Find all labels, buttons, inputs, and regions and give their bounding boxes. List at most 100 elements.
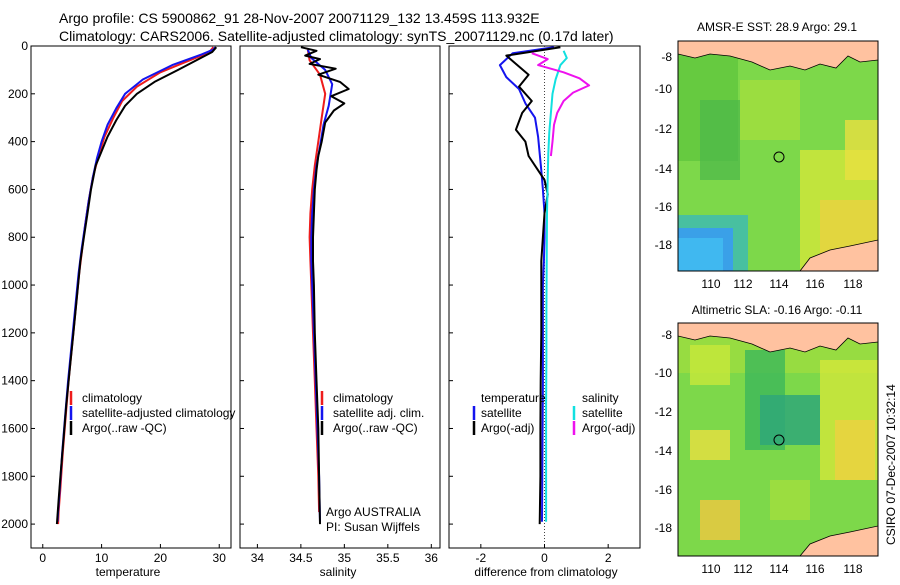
legend-label-salinity-satellite: satellite [582,406,623,420]
sla-map [678,323,878,556]
sst-map-frame [677,40,879,272]
coastline-land [678,323,878,353]
y-tick-label: 1000 [1,278,28,292]
y-tick-label: 2000 [1,517,28,531]
legend-label-satellite-adjusted: satellite-adjusted climatology [82,406,235,420]
legend-title-salinity: salinity [582,391,619,405]
legend-label-climatology: climatology [82,391,142,405]
y-tick-label: 600 [8,182,28,196]
x-tick-label: -2 [475,551,486,565]
x-tick-label: 0 [541,551,548,565]
map-tick-label: 116 [805,277,824,291]
map-tick-label: 114 [769,562,788,576]
x-tick-label: 34.5 [289,551,313,565]
pi-annotation: PI: Susan Wijffels [326,520,420,534]
y-tick-label: 400 [8,135,28,149]
sla-field-patch [690,430,730,460]
argo-position-marker [773,151,785,163]
csiro-credit: CSIRO 07-Dec-2007 10:32:14 [884,384,898,545]
map-tick-label: -8 [661,50,672,64]
map-tick-label: -10 [655,82,673,96]
series-line-argo-raw-qc- [300,46,350,525]
map-tick-label: -12 [655,122,673,136]
y-tick-label: 0 [21,39,28,53]
map-tick-label: 110 [701,277,720,291]
map-tick-label: 112 [733,562,752,576]
temperature-series-group [55,46,218,525]
sla-field-patch [700,500,740,540]
map-tick-label: -18 [655,521,673,535]
legend-label-salinity-argo-adj: Argo(-adj) [582,421,635,435]
map-tick-label: -14 [655,162,673,176]
sla-map-title: Altimetric SLA: -0.16 Argo: -0.11 [692,303,863,317]
sla-field-patch [690,345,730,385]
legend-label-satellite-adj: satellite adj. clim. [333,406,424,420]
coastline-land [799,525,878,556]
argo-australia-annotation: Argo AUSTRALIA [326,505,421,519]
map-tick-label: 112 [733,277,752,291]
x-tick-label: 2 [605,551,612,565]
axis-ticks-group: 0 10 20 30020040060080010001200140016001800… [1,39,612,565]
salinity-plot-frame [239,45,441,549]
x-tick-label: 30 [213,551,227,565]
sst-field-patch [740,80,800,140]
x-tick-label: 10 [95,551,109,565]
series-line-salinity-argo-adj- [531,52,591,157]
map-tick-label: -14 [655,444,673,458]
map-tick-label: -12 [655,405,673,419]
sla-map-yticks: -8 -10 -12 -14 -16 -18 [655,328,673,535]
sla-field-patch [835,420,875,480]
difference-plot-frame [448,45,641,549]
sla-field-patch [760,395,820,445]
sst-map-xticks: 110 112 114 116 118 [701,277,862,291]
sla-field-patch [770,480,810,520]
sst-map-yticks: -8 -10 -12 -14 -16 -18 [655,50,673,252]
series-line-argo-raw-qc- [55,46,218,525]
series-line-temperature-satellite [498,46,555,522]
difference-series-group [498,46,591,525]
difference-legend: temperature satellite Argo(-adj) salinit… [472,391,635,435]
series-line-temperature-argo-adj- [505,46,561,525]
map-tick-label: -16 [655,483,673,497]
temperature-legend: climatology satellite-adjusted climatolo… [69,391,235,435]
y-tick-label: 200 [8,87,28,101]
y-tick-label: 1200 [1,326,28,340]
argo-position-marker [773,434,785,446]
salinity-series-group [300,46,350,525]
map-tick-label: 118 [843,277,862,291]
sst-field-patch [700,100,740,180]
series-line-salinity-satellite [545,50,568,522]
y-tick-label: 1400 [1,374,28,388]
y-tick-label: 800 [8,230,28,244]
legend-label-argo-adj: Argo(-adj) [481,421,534,435]
temperature-axis-label: temperature [96,565,161,579]
legend-label-satellite: satellite [481,406,522,420]
x-tick-label: 35 [338,551,352,565]
map-tick-label: 110 [701,562,720,576]
sst-field-patch [845,120,878,180]
map-tick-label: -8 [661,328,672,342]
map-tick-label: 118 [843,562,862,576]
x-tick-label: 34 [251,551,265,565]
temperature-plot-frame [30,45,232,549]
coastline-land [799,239,878,271]
y-tick-label: 1800 [1,469,28,483]
legend-label-climatology: climatology [333,391,393,405]
x-tick-label: 20 [154,551,168,565]
x-tick-label: 36 [425,551,439,565]
sst-map-title: AMSR-E SST: 28.9 Argo: 29.1 [697,20,857,34]
x-tick-label: 35.5 [376,551,400,565]
figure-title-line1: Argo profile: CS 5900862_91 28-Nov-2007 … [59,10,540,26]
sst-field-patch [678,238,723,271]
salinity-legend: climatology satellite adj. clim. Argo(..… [320,391,424,435]
legend-label-argo: Argo(..raw -QC) [333,421,418,435]
salinity-axis-label: salinity [320,565,357,579]
x-tick-label: 0 [39,551,46,565]
map-tick-label: -10 [655,366,673,380]
sla-map-frame [677,322,879,557]
map-tick-label: 114 [769,277,788,291]
map-tick-label: -16 [655,200,673,214]
sla-map-xticks: 110 112 114 116 118 [701,562,862,576]
y-tick-label: 1600 [1,421,28,435]
